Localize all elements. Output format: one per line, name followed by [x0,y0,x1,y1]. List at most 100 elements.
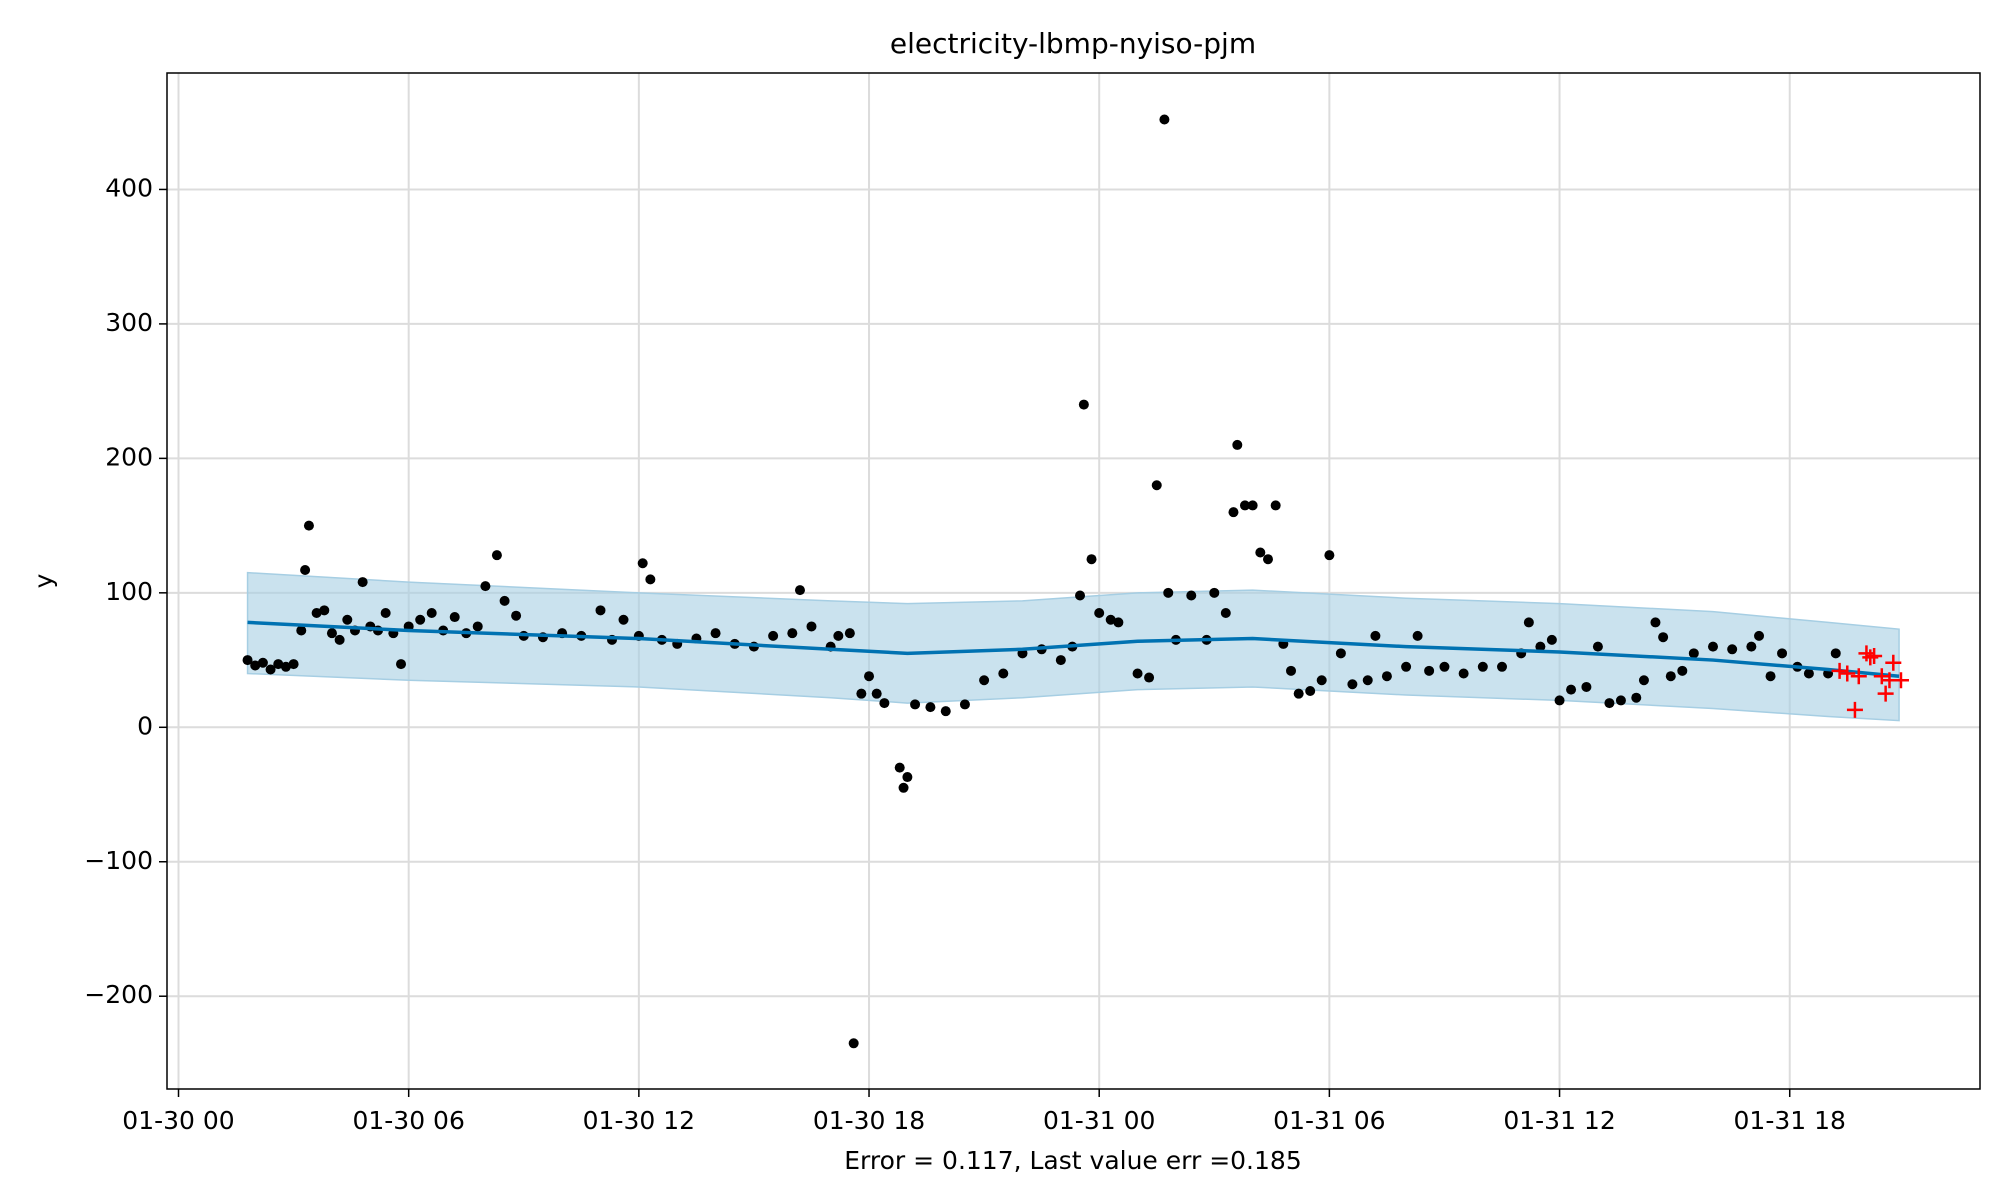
data-point [1335,648,1346,659]
data-point [1163,587,1174,598]
forecast-point [1831,662,1848,679]
data-point [1094,608,1105,619]
data-point [449,612,460,623]
data-point [925,702,936,713]
data-point [637,558,648,569]
data-point [1581,681,1592,692]
data-point [303,520,314,531]
forecast-point [1885,654,1902,671]
data-point [1401,661,1412,672]
data-point [357,577,368,588]
data-point [326,628,337,639]
data-point [1412,630,1423,641]
data-point [1658,632,1669,643]
data-point [1777,648,1788,659]
data-point [491,550,502,561]
data-point [1232,439,1243,450]
data-point [871,688,882,699]
data-point [768,630,779,641]
forecast-point [1866,648,1883,665]
data-point [265,664,276,675]
data-point [288,659,299,670]
data-point [844,628,855,639]
data-point [864,671,875,682]
y-tick-label: 200 [105,442,153,471]
data-point [1105,614,1116,625]
data-point [1439,661,1450,672]
data-point [1535,641,1546,652]
x-axis-label: Error = 0.117, Last value err =0.185 [844,1146,1301,1175]
data-point [1566,684,1577,695]
data-point [1592,641,1603,652]
data-point [898,782,909,793]
forecast-line [247,620,1900,678]
data-point [910,699,921,710]
data-point [1754,630,1765,641]
data-point [1113,617,1124,628]
data-point [1830,648,1841,659]
data-point [894,762,905,773]
data-point [1458,668,1469,679]
data-point [1078,399,1089,410]
data-point [1286,665,1297,676]
data-point [1362,675,1373,686]
data-point [645,574,656,585]
y-tick-label: 400 [105,173,153,202]
data-point [1186,590,1197,601]
data-point [1247,500,1258,511]
data-point [879,698,890,709]
data-point [273,659,284,670]
data-point [342,614,353,625]
data-point [396,659,407,670]
data-point [480,581,491,592]
y-tick-label: 0 [137,711,153,740]
data-point [1477,661,1488,672]
data-point [787,628,798,639]
data-point [1132,668,1143,679]
forecast-point [1873,668,1890,685]
data-point [1523,617,1534,628]
data-point [1765,671,1776,682]
data-point [1270,500,1281,511]
data-point [334,634,345,645]
data-point [1803,668,1814,679]
data-point [1305,685,1316,696]
data-point [1228,507,1239,518]
data-point [833,630,844,641]
y-tick-label: −200 [84,980,153,1009]
data-point [1316,675,1327,686]
data-point [1262,554,1273,565]
x-tick-label: 01-31 06 [1273,1106,1385,1135]
x-tick-label: 01-30 06 [352,1106,464,1135]
data-point [710,628,721,639]
data-point [296,625,307,636]
y-tick-label: 300 [105,308,153,337]
data-point [1075,590,1086,601]
data-point [940,706,951,717]
data-point [1239,500,1250,511]
data-point [319,605,330,616]
y-tick-label: 100 [105,577,153,606]
y-tick-label: −100 [84,846,153,875]
data-point [1086,554,1097,565]
x-tick-label: 01-30 18 [813,1106,925,1135]
data-point [1151,480,1162,491]
data-point [499,595,510,606]
data-point [1220,608,1231,619]
data-point [1209,587,1220,598]
data-point [1381,671,1392,682]
x-tick-label: 01-30 00 [122,1106,234,1135]
forecast-point [1862,649,1879,666]
data-point [1604,698,1615,709]
x-tick-label: 01-31 00 [1043,1106,1155,1135]
data-point [618,614,629,625]
data-point [1546,634,1557,645]
x-tick-label: 01-31 18 [1734,1106,1846,1135]
forecast-point [1846,701,1863,718]
data-point [1554,695,1565,706]
data-point [806,621,817,632]
data-point [1324,550,1335,561]
data-point [902,772,913,783]
